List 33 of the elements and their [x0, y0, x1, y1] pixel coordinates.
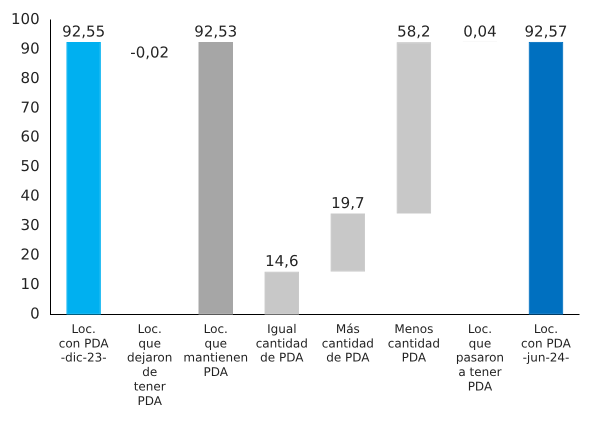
y-tick-label: 60: [20, 128, 40, 146]
data-label: 0,04: [463, 22, 497, 40]
data-label: 19,7: [331, 194, 365, 212]
y-tick-label: 90: [20, 39, 40, 58]
data-label: 58,2: [397, 22, 431, 40]
bar: [528, 42, 564, 315]
data-label: 92,57: [524, 22, 568, 40]
y-tick-label: 10: [20, 275, 40, 294]
bar: [330, 214, 366, 272]
x-tick-label: Igual cantidad de PDA: [256, 322, 308, 365]
x-tick-label: Loc. que dejaron de tener PDA: [127, 322, 172, 408]
x-tick-label: Menos cantidad PDA: [388, 322, 440, 365]
y-tick-label: 40: [20, 186, 40, 205]
bar: [66, 42, 101, 315]
data-label: 92,53: [194, 22, 238, 40]
y-tick-label: 70: [20, 98, 40, 116]
data-label: -0,02: [130, 43, 170, 62]
x-tick-label: Loc. que mantienen PDA: [183, 322, 248, 380]
bar: [264, 272, 300, 315]
y-tick-label: 100: [10, 10, 40, 28]
y-tick-label: 80: [20, 68, 40, 87]
x-tick-label: Loc. con PDA -jun-24-: [521, 322, 572, 365]
data-label: 92,55: [62, 22, 106, 40]
x-tick-label: Loc. que pasaron a tener PDA: [456, 322, 504, 394]
y-tick-label: 50: [20, 157, 40, 176]
x-tick-label: Loc. con PDA -dic-23-: [58, 322, 110, 365]
y-tick-label: 0: [30, 304, 40, 322]
data-label: 14,6: [265, 252, 298, 270]
bar: [198, 42, 233, 315]
x-tick-label: Más cantidad de PDA: [322, 322, 374, 365]
bar: [396, 42, 432, 214]
y-tick-label: 30: [20, 216, 40, 234]
y-tick-label: 20: [20, 246, 40, 264]
